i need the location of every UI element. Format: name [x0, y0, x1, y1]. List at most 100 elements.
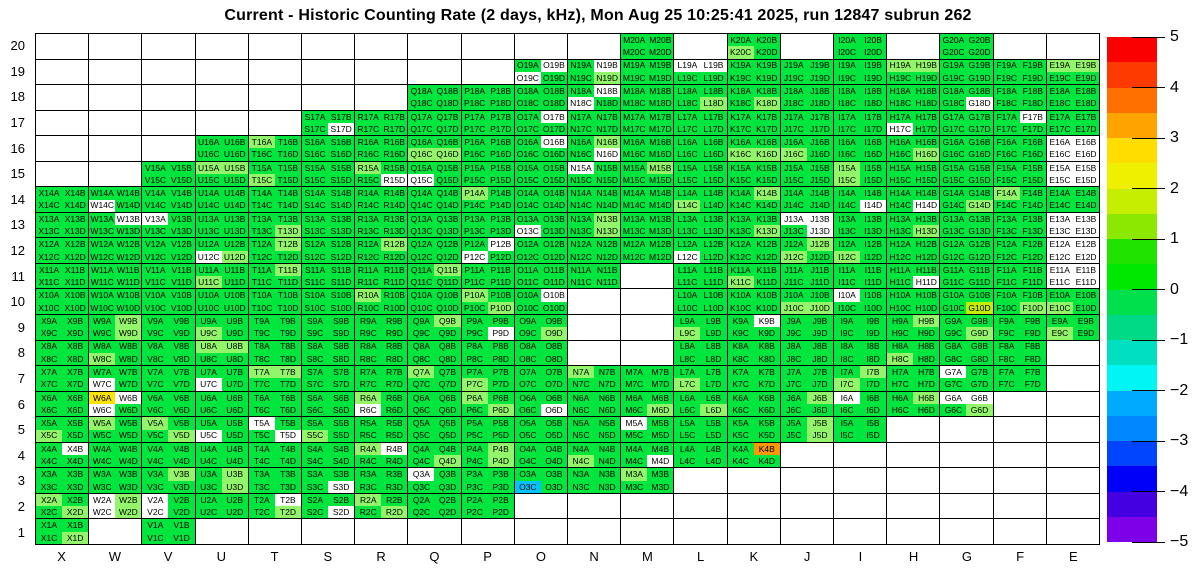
cell-U16A: U16A	[195, 136, 222, 149]
cell-K15B: K15B	[753, 161, 780, 175]
cell-R1	[355, 519, 408, 544]
cell-W12D: W12D	[115, 250, 142, 263]
cell-O6D: O6D	[540, 403, 567, 417]
cell-I9: I9A I9B I9C I9D	[834, 315, 887, 340]
cell-I17B: I17B	[860, 110, 887, 123]
y-tick-7: 7	[17, 371, 25, 387]
cell-W4B: W4B	[115, 442, 142, 456]
cell-N16C: N16C	[568, 148, 595, 161]
cell-K12C: K12C	[727, 250, 754, 263]
cell-W8C: W8C	[89, 352, 116, 366]
cell-U16D: U16D	[221, 148, 248, 161]
cell-J9C: J9C	[780, 327, 807, 340]
cell-K5A: K5A	[727, 417, 754, 430]
cell-X12D: X12D	[62, 250, 89, 263]
cell-G18D: G18D	[966, 97, 993, 110]
cell-K16C: K16C	[727, 148, 754, 161]
cell-P14C: P14C	[461, 199, 488, 212]
cell-O8B: O8B	[540, 340, 567, 353]
cell-T13D: T13D	[274, 225, 301, 238]
cell-V13: V13A V13B V13C V13D	[142, 212, 195, 238]
cell-R15B: R15B	[381, 161, 408, 175]
cell-O18C: O18C	[514, 97, 541, 110]
cell-O3: O3A O3B O3C O3D	[514, 468, 567, 493]
cell-G9: G9A G9B G9C G9D	[940, 315, 993, 340]
cell-P17B: P17B	[487, 110, 514, 123]
cell-M13B: M13B	[647, 212, 674, 226]
cell-X8B: X8B	[62, 340, 89, 353]
cell-K4B: K4B	[753, 442, 780, 456]
cell-P7D: P7D	[487, 378, 514, 391]
cell-P16D: P16D	[487, 148, 514, 161]
cell-Q5B: Q5B	[434, 417, 461, 430]
cell-X5A: X5A	[36, 417, 63, 430]
cell-R8C: R8C	[355, 352, 382, 366]
cell-V14A: V14A	[142, 187, 169, 200]
cell-M20: M20A M20B M20C M20D	[621, 34, 674, 59]
cell-L13D: L13D	[700, 225, 727, 238]
cell-L6B: L6B	[700, 391, 727, 404]
cell-T19	[248, 59, 301, 85]
cell-I14C: I14C	[834, 199, 861, 212]
cell-O7A: O7A	[514, 366, 541, 379]
cell-S2: S2A S2B S2C S2D	[302, 493, 355, 519]
cell-H16A: H16A	[887, 136, 914, 149]
cell-O13B: O13B	[540, 212, 567, 226]
cell-W14C: W14C	[89, 199, 116, 212]
cell-T3: T3A T3B T3C T3D	[248, 468, 301, 493]
colorbar-ticklabel-−5: −5	[1170, 533, 1189, 550]
cell-R13C: R13C	[355, 225, 382, 238]
cell-K12A: K12A	[727, 238, 754, 251]
cell-T10C: T10C	[248, 301, 275, 315]
cell-K7B: K7B	[753, 366, 780, 379]
cell-S4C: S4C	[302, 455, 329, 468]
cell-X2B: X2B	[62, 493, 89, 507]
cell-G10: G10A G10B G10C G10D	[940, 289, 993, 315]
cell-M16D: M16D	[647, 148, 674, 161]
cell-Q18D: Q18D	[434, 97, 461, 110]
cell-J17B: J17B	[806, 110, 833, 123]
cell-S12D: S12D	[328, 250, 355, 263]
cell-L10: L10A L10B L10C L10D	[674, 289, 727, 315]
cell-S10B: S10B	[328, 289, 355, 302]
cell-K10C: K10C	[727, 301, 754, 315]
cell-T4D: T4D	[274, 455, 301, 468]
cell-L8B: L8B	[700, 340, 727, 353]
cell-L13B: L13B	[700, 212, 727, 226]
cell-I16: I16A I16B I16C I16D	[834, 136, 887, 161]
cell-H15A: H15A	[887, 161, 914, 175]
cell-J18B: J18B	[806, 85, 833, 98]
cell-N8	[568, 340, 621, 366]
cell-J13D: J13D	[806, 225, 833, 238]
cell-F9C: F9C	[993, 327, 1020, 340]
cell-H12C: H12C	[887, 250, 914, 263]
cell-M5A: M5A	[621, 417, 648, 430]
cell-H8D: H8D	[913, 352, 940, 366]
cell-R13B: R13B	[381, 212, 408, 226]
cell-F18C: F18C	[993, 97, 1020, 110]
cell-S15B: S15B	[328, 161, 355, 175]
cell-G1	[940, 519, 993, 544]
cell-P7C: P7C	[461, 378, 488, 391]
cell-K9C: K9C	[727, 327, 754, 340]
cell-R16A: R16A	[355, 136, 382, 149]
cell-J16A: J16A	[780, 136, 807, 149]
cell-E20	[1046, 34, 1099, 59]
cell-P11A: P11A	[461, 263, 488, 277]
cell-I11C: I11C	[834, 276, 861, 289]
y-tick-10: 10	[10, 294, 25, 310]
cell-H3	[887, 468, 940, 493]
cell-E17A: E17A	[1046, 110, 1073, 123]
cell-W2B: W2B	[115, 493, 142, 507]
cell-X7C: X7C	[36, 378, 63, 391]
cell-O19D: O19D	[540, 71, 567, 85]
cell-I19C: I19C	[834, 71, 861, 85]
cell-Q5A: Q5A	[408, 417, 435, 430]
cell-T11B: T11B	[274, 263, 301, 277]
cell-Q13D: Q13D	[434, 225, 461, 238]
cell-Q20	[408, 34, 461, 59]
cell-K13A: K13A	[727, 212, 754, 226]
y-tick-4: 4	[17, 447, 25, 463]
cell-S3A: S3A	[302, 468, 329, 481]
